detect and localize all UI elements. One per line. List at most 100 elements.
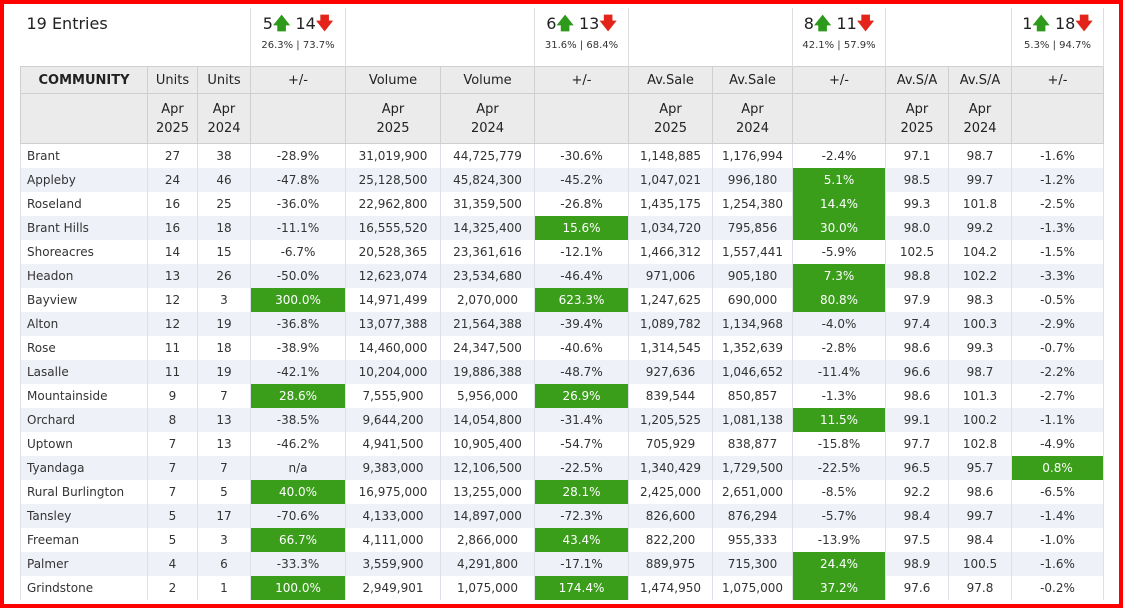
value-cell: 3 [197, 288, 251, 312]
down-pct: 94.7% [1059, 40, 1091, 51]
column-header[interactable]: Av.Sale [712, 66, 793, 94]
summary-avsale: 8🡅 11🡇 42.1% | 57.9% [792, 8, 886, 67]
value-cell: 31,359,500 [440, 192, 535, 216]
up-count: 5 [262, 14, 273, 33]
value-cell: 3 [197, 528, 251, 552]
value-cell: 98.4 [885, 504, 949, 528]
column-subheader [20, 93, 148, 144]
value-cell: 27 [147, 143, 198, 168]
value-cell: 97.1 [885, 143, 949, 168]
column-header[interactable]: Av.S/A [948, 66, 1012, 94]
column-header[interactable]: +/- [792, 66, 886, 94]
value-cell: 96.5 [885, 456, 949, 480]
table-row: Bayview 12 3 300.0% 14,971,499 2,070,000 623.3… [20, 288, 1104, 312]
column-subheader [1011, 93, 1104, 144]
table-row: Headon 13 26 -50.0% 12,623,074 23,534,680 -46.… [20, 264, 1104, 288]
up-pct: 42.1% [802, 40, 835, 51]
value-cell: 14 [147, 240, 198, 264]
value-cell: 14,460,000 [345, 336, 441, 360]
value-cell: 1,134,968 [712, 312, 793, 336]
summary-volume: 6🡅 13🡇 31.6% | 68.4% [534, 8, 629, 67]
arrow-up-icon: 🡅 [556, 14, 574, 34]
change-cell: 300.0% [250, 288, 346, 312]
column-header[interactable]: +/- [250, 66, 346, 94]
value-cell: 12,106,500 [440, 456, 535, 480]
value-cell: 6 [197, 552, 251, 576]
down-count: 18 [1054, 14, 1076, 33]
value-cell: 98.7 [948, 143, 1012, 168]
table-row: Alton 12 19 -36.8% 13,077,388 21,564,388 -39.4… [20, 312, 1104, 336]
value-cell: 4,133,000 [345, 504, 441, 528]
change-cell: -11.1% [250, 216, 346, 240]
column-header[interactable]: Av.Sale [628, 66, 713, 94]
table-row: Grindstone 2 1 100.0% 2,949,901 1,075,000 174.… [20, 576, 1104, 600]
change-cell: -0.7% [1011, 336, 1104, 360]
change-cell: 28.1% [534, 480, 629, 504]
change-cell: 5.1% [792, 168, 886, 192]
value-cell: 17 [197, 504, 251, 528]
column-header[interactable]: +/- [1011, 66, 1104, 94]
value-cell: 1,081,138 [712, 408, 793, 432]
change-cell: -2.5% [1011, 192, 1104, 216]
change-cell: -2.9% [1011, 312, 1104, 336]
column-header[interactable]: Units [197, 66, 251, 94]
value-cell: 4,291,800 [440, 552, 535, 576]
value-cell: 14,054,800 [440, 408, 535, 432]
change-cell: 37.2% [792, 576, 886, 600]
change-cell: -47.8% [250, 168, 346, 192]
arrow-down-icon: 🡇 [315, 14, 334, 34]
value-cell: 99.3 [885, 192, 949, 216]
up-count: 6 [546, 14, 557, 33]
column-header[interactable]: +/- [534, 66, 629, 94]
value-cell: 98.4 [948, 528, 1012, 552]
change-cell: -38.5% [250, 408, 346, 432]
down-pct: 57.9% [843, 40, 876, 51]
value-cell: 102.5 [885, 240, 949, 264]
change-cell: -26.8% [534, 192, 629, 216]
value-cell: 13,255,000 [440, 480, 535, 504]
change-cell: -1.6% [1011, 552, 1104, 576]
community-name: Palmer [20, 552, 148, 576]
column-subheader [534, 93, 629, 144]
change-cell: 174.4% [534, 576, 629, 600]
value-cell: 10,204,000 [345, 360, 441, 384]
column-subheader: Apr 2024 [712, 93, 793, 144]
change-cell: -4.0% [792, 312, 886, 336]
column-header[interactable]: Av.S/A [885, 66, 949, 94]
value-cell: 44,725,779 [440, 143, 535, 168]
value-cell: 45,824,300 [440, 168, 535, 192]
value-cell: 1,254,380 [712, 192, 793, 216]
value-cell: 2,070,000 [440, 288, 535, 312]
value-cell: 16 [147, 192, 198, 216]
change-cell: -72.3% [534, 504, 629, 528]
header-row: COMMUNITY Units Units +/- Volume Volume +/- Av.… [20, 66, 1104, 94]
arrow-up-icon: 🡅 [272, 14, 291, 34]
value-cell: 5 [147, 504, 198, 528]
change-cell: -22.5% [534, 456, 629, 480]
change-cell: -28.9% [250, 143, 346, 168]
down-count: 13 [578, 14, 600, 33]
arrow-down-icon: 🡇 [599, 14, 617, 34]
community-name: Uptown [20, 432, 148, 456]
community-name: Tyandaga [20, 456, 148, 480]
up-count: 8 [803, 14, 814, 33]
change-cell: 7.3% [792, 264, 886, 288]
value-cell: 11 [147, 360, 198, 384]
value-cell: 31,019,900 [345, 143, 441, 168]
column-subheader: Apr 2025 [885, 93, 949, 144]
value-cell: 18 [197, 216, 251, 240]
change-cell: 24.4% [792, 552, 886, 576]
column-header[interactable]: Volume [345, 66, 441, 94]
change-cell: 0.8% [1011, 456, 1104, 480]
value-cell: 15 [197, 240, 251, 264]
value-cell: 19,886,388 [440, 360, 535, 384]
summary-row: 19 Entries 5🡅 14🡇 26.3% | 73.7% 6🡅 13🡇 3… [20, 8, 1104, 67]
change-cell: -0.2% [1011, 576, 1104, 600]
value-cell: 996,180 [712, 168, 793, 192]
summary-units: 5🡅 14🡇 26.3% | 73.7% [250, 8, 346, 67]
value-cell: 25,128,500 [345, 168, 441, 192]
value-cell: 12 [147, 288, 198, 312]
column-header[interactable]: Units [147, 66, 198, 94]
column-header[interactable]: Volume [440, 66, 535, 94]
column-header[interactable]: COMMUNITY [20, 66, 148, 94]
